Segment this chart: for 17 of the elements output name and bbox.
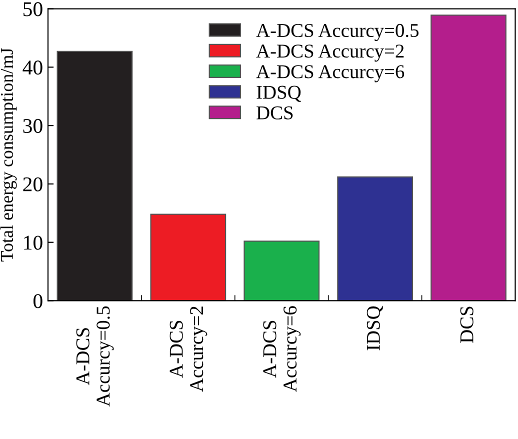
y-axis-title: Total energy consumption/mJ — [0, 48, 17, 262]
x-tick-label: A-DCS Accurcy=6 — [263, 306, 301, 392]
y-tick-label: 50 — [24, 2, 42, 16]
y-tick-label: 0 — [34, 294, 42, 308]
x-tick-label: A-DCS Accurcy=2 — [170, 306, 208, 392]
x-tick-label: DCS — [460, 306, 474, 343]
y-tick-label: 20 — [23, 177, 42, 192]
y-tick-label: 40 — [22, 60, 42, 75]
legend-label: A-DCS Accurcy=0.5 — [256, 24, 419, 42]
legend-label: A-DCS Accurcy=2 — [256, 44, 404, 62]
legend-label: DCS — [256, 106, 293, 120]
y-tick-label: 30 — [23, 118, 42, 133]
x-tick-label: IDSQ — [366, 306, 383, 350]
legend-label: IDSQ — [256, 86, 302, 102]
x-tick-label: A-DCS Accurcy=0.5 — [76, 306, 114, 407]
legend-label: A-DCS Accurcy=6 — [256, 65, 404, 82]
y-tick-label: 10 — [24, 236, 42, 250]
